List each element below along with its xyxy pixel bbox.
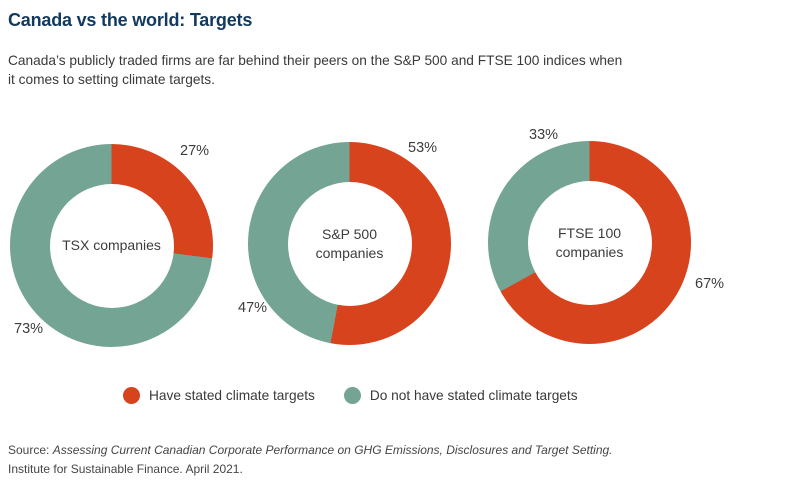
donut-hole: S&P 500 companies [287, 181, 412, 306]
donut-chart-sp500: S&P 500 companies [248, 142, 451, 345]
source-note: Source: Assessing Current Canadian Corpo… [8, 441, 768, 479]
pct-label-have: 27% [180, 143, 210, 159]
legend-swatch-have-icon [123, 387, 140, 404]
donut-chart-tsx: TSX companies [10, 144, 213, 347]
legend-label: Have stated climate targets [149, 388, 315, 403]
legend: Have stated climate targets Do not have … [123, 387, 578, 404]
source-report-title: Assessing Current Canadian Corporate Per… [52, 443, 613, 457]
page-title: Canada vs the world: Targets [8, 10, 253, 30]
subtitle-line-2: it comes to setting climate targets. [8, 72, 215, 87]
donut-hole: FTSE 100 companies [527, 180, 652, 305]
pct-label-not-have: 73% [14, 321, 44, 337]
donut-center-label: TSX companies [62, 237, 161, 253]
legend-swatch-not-have-icon [343, 387, 361, 404]
subtitle-line-1: Canada’s publicly traded firms are far b… [8, 53, 623, 68]
donut-hole: TSX companies [49, 183, 174, 308]
legend-label: Do not have stated climate targets [369, 388, 578, 403]
pct-label-have: 53% [408, 140, 438, 156]
donut-center-label: FTSE 100 companies [555, 224, 624, 260]
pct-label-not-have: 47% [238, 300, 268, 316]
chart-subtitle: Canada’s publicly traded firms are far b… [8, 51, 718, 89]
pct-label-have: 67% [695, 276, 725, 292]
source-line-2: Institute for Sustainable Finance. April… [8, 462, 243, 476]
pct-label-not-have: 33% [529, 127, 559, 143]
source-prefix: Source: [8, 443, 53, 457]
donut-chart-ftse100: FTSE 100 companies [488, 141, 691, 344]
legend-item-have: Have stated climate targets [123, 387, 315, 404]
legend-item-not-have: Do not have stated climate targets [343, 387, 578, 404]
donut-center-label: S&P 500 companies [315, 225, 384, 261]
